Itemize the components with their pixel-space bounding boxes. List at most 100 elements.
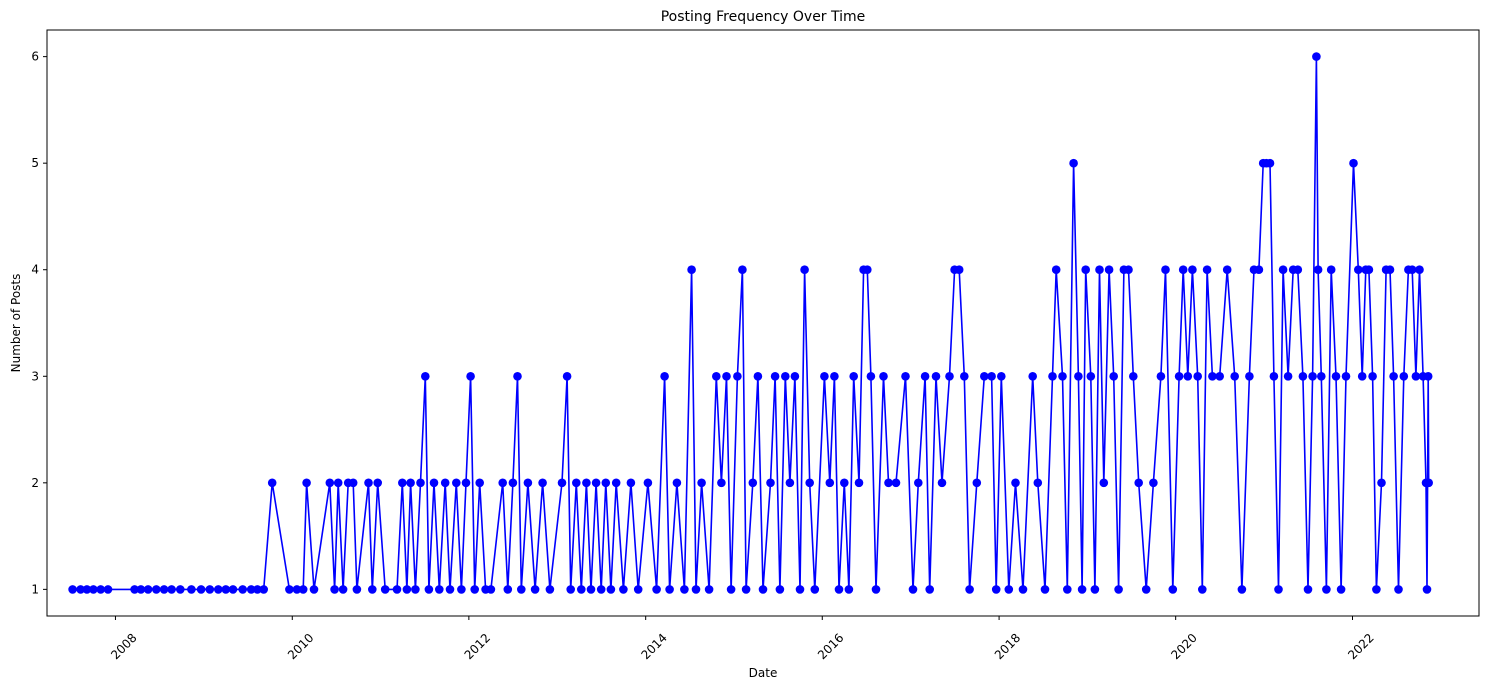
data-point — [475, 478, 485, 488]
data-point — [1058, 372, 1067, 381]
data-point — [1322, 585, 1331, 594]
data-point — [1354, 265, 1363, 275]
data-point — [392, 585, 402, 594]
data-point — [103, 585, 113, 594]
data-point — [626, 478, 636, 488]
data-point — [530, 585, 540, 594]
data-point — [461, 478, 471, 488]
data-point — [167, 585, 176, 594]
data-point — [1188, 265, 1197, 275]
data-point — [1048, 372, 1057, 381]
data-point — [577, 585, 586, 594]
data-point — [1134, 478, 1143, 488]
data-point — [292, 585, 302, 594]
data-point — [1385, 265, 1395, 275]
data-point — [562, 372, 572, 381]
data-point — [1081, 265, 1090, 275]
data-point — [741, 585, 751, 594]
data-point — [538, 478, 547, 488]
data-point — [586, 585, 596, 594]
data-point — [619, 585, 628, 594]
data-point — [1215, 372, 1224, 381]
data-point — [523, 478, 533, 488]
data-point — [503, 585, 513, 594]
data-point — [338, 585, 348, 594]
data-point — [775, 585, 785, 594]
data-point — [1278, 265, 1288, 275]
data-point — [1245, 372, 1254, 381]
data-point — [1411, 372, 1421, 381]
data-point — [591, 478, 601, 488]
data-point — [1423, 372, 1433, 381]
data-point — [840, 478, 849, 488]
data-point — [931, 372, 941, 381]
data-point — [748, 478, 758, 488]
data-point — [214, 585, 223, 594]
data-point — [1124, 265, 1133, 275]
data-point — [205, 585, 215, 594]
data-point — [1074, 372, 1083, 381]
data-point — [665, 585, 674, 594]
data-point — [960, 372, 969, 381]
data-point — [1230, 372, 1239, 381]
data-point — [820, 372, 829, 381]
data-point — [758, 585, 768, 594]
data-point — [1077, 585, 1087, 594]
data-point — [805, 478, 814, 488]
data-point — [1109, 372, 1118, 381]
data-point — [545, 585, 555, 594]
data-point — [1422, 585, 1432, 594]
data-point — [1104, 265, 1114, 275]
y-axis-ticks: 1 2 3 4 5 6 — [31, 50, 47, 596]
data-point — [945, 372, 954, 381]
data-point — [753, 372, 763, 381]
data-point — [89, 585, 98, 594]
data-point — [830, 372, 839, 381]
data-point — [159, 585, 169, 594]
data-point — [348, 478, 358, 488]
data-point — [1114, 585, 1123, 594]
data-point — [582, 478, 591, 488]
data-point — [1415, 265, 1424, 275]
data-point — [130, 585, 139, 594]
data-point — [429, 478, 439, 488]
data-point — [863, 265, 872, 275]
data-point — [980, 372, 989, 381]
data-point — [1099, 478, 1109, 488]
data-point — [68, 585, 77, 594]
data-point — [1004, 585, 1014, 594]
data-point — [221, 585, 231, 594]
data-point — [1349, 158, 1358, 168]
data-point — [810, 585, 820, 594]
data-point — [1040, 585, 1050, 594]
data-point — [416, 478, 425, 488]
data-point — [1331, 372, 1341, 381]
data-point — [660, 372, 669, 381]
data-point — [1161, 265, 1170, 275]
data-point — [470, 585, 480, 594]
data-point — [152, 585, 161, 594]
data-point — [253, 585, 262, 594]
data-point — [1303, 585, 1313, 594]
data-point — [726, 585, 736, 594]
data-point — [687, 265, 696, 275]
data-point — [1198, 585, 1207, 594]
data-point — [834, 585, 844, 594]
data-point — [1063, 585, 1072, 594]
data-point — [785, 478, 795, 488]
data-point — [1193, 372, 1202, 381]
y-tick-label: 1 — [31, 582, 39, 596]
data-point — [781, 372, 790, 381]
data-point — [517, 585, 526, 594]
data-point — [965, 585, 974, 594]
data-point — [680, 585, 689, 594]
y-tick-label: 5 — [31, 156, 39, 170]
data-point — [914, 478, 923, 488]
data-point — [402, 585, 412, 594]
data-point — [854, 478, 864, 488]
data-point — [440, 478, 450, 488]
data-point — [997, 372, 1006, 381]
data-point — [572, 478, 581, 488]
data-point — [76, 585, 85, 594]
data-point — [498, 478, 508, 488]
